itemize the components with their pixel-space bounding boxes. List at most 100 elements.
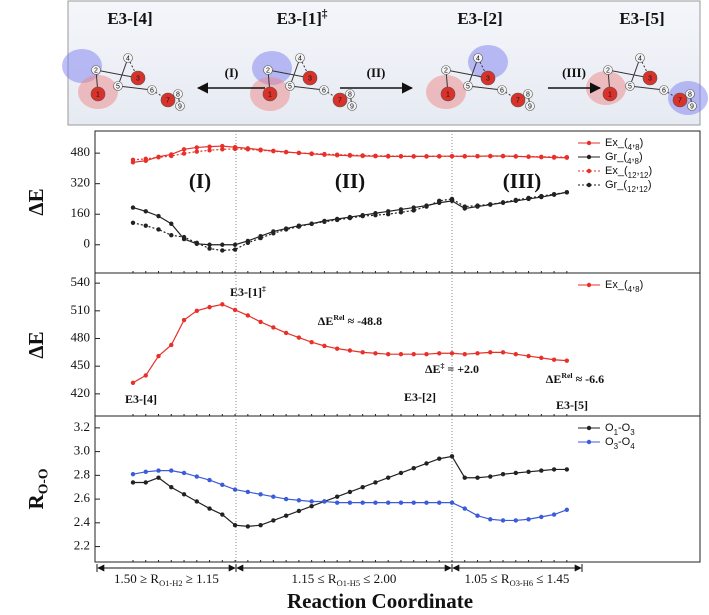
data-point (283, 513, 289, 518)
data-point (309, 499, 314, 504)
data-point (398, 210, 404, 215)
data-point (220, 512, 225, 517)
data-point (488, 517, 493, 522)
data-point (258, 523, 263, 528)
bond (629, 57, 641, 87)
data-point (220, 147, 225, 152)
region-label: (II) (335, 169, 365, 193)
data-point (360, 153, 365, 158)
atom (685, 89, 695, 99)
range-label-main: 1.50 ≥ R (114, 571, 159, 586)
atom (463, 81, 473, 91)
annotation: E3-[4] (125, 392, 157, 406)
data-point (462, 475, 467, 480)
data-point (169, 233, 174, 238)
data-point (551, 191, 557, 197)
bond (501, 89, 519, 101)
atom-label: 6 (322, 87, 326, 94)
legend-label: Ex_(4,8) (605, 137, 643, 152)
data-point (156, 475, 161, 480)
data-point (156, 468, 161, 473)
data-point (462, 204, 467, 209)
data-point (169, 468, 174, 473)
data-point (526, 154, 531, 159)
data-point (245, 313, 251, 318)
data-point (373, 500, 378, 505)
atom (113, 81, 123, 91)
y-axis-label: ΔE (24, 331, 48, 358)
structure-label: E3-[4] (107, 9, 152, 28)
data-point (334, 346, 340, 351)
data-point (462, 351, 467, 357)
atom-label: 9 (690, 103, 694, 110)
data-point (347, 500, 353, 505)
legend-label: O1-O3 (605, 422, 635, 437)
data-point (449, 500, 455, 505)
atom (285, 81, 295, 91)
legend-label: Gr_(12,12) (605, 179, 652, 194)
atom (440, 86, 456, 102)
data-point (539, 514, 544, 520)
data-point (232, 523, 238, 528)
data-point (437, 351, 442, 356)
data-point (322, 499, 327, 504)
bond (289, 57, 301, 87)
data-point (500, 518, 506, 523)
y-axis-label-main: ΔE (24, 331, 48, 358)
data-point (526, 517, 531, 522)
data-point (398, 470, 404, 476)
data-point (347, 152, 353, 158)
data-point (245, 524, 251, 529)
annotation: E3-[1]‡ (230, 284, 266, 299)
data-point (181, 147, 187, 152)
data-point (449, 351, 455, 356)
atom (263, 65, 273, 75)
atom-label: 3 (486, 75, 490, 82)
range-label-main: 1.15 ≤ R (292, 571, 337, 586)
data-point (513, 154, 518, 159)
structure-label-main: E3-[1] (277, 9, 322, 28)
atom (347, 101, 357, 111)
y-tick-label: 320 (71, 175, 91, 190)
data-point (539, 193, 544, 199)
data-point (488, 474, 493, 479)
structure-label-main: E3-[2] (457, 9, 502, 28)
data-point (207, 477, 212, 483)
y-axis-label: RO-O (24, 469, 51, 510)
data-point (475, 203, 480, 208)
data-point (296, 498, 302, 503)
data-point (373, 480, 378, 485)
orbital-lobe (62, 49, 102, 83)
data-point (475, 513, 480, 518)
legend-marker (586, 282, 592, 288)
y-tick-label: 3.0 (74, 443, 90, 458)
data-point (207, 246, 212, 251)
atom (635, 53, 645, 63)
atom (147, 85, 157, 95)
atom-label: 8 (176, 91, 180, 98)
structure-label: E3-[1]‡ (277, 8, 328, 28)
data-point (156, 353, 161, 359)
data-point (283, 149, 289, 155)
data-point (424, 154, 429, 159)
atom (345, 89, 355, 99)
atom (473, 53, 483, 63)
atom (602, 86, 618, 102)
structure-label-sup: ‡ (322, 8, 328, 20)
data-point (564, 507, 570, 512)
structure-label: E3-[5] (619, 9, 664, 28)
atom (659, 85, 669, 95)
atom (480, 70, 496, 86)
data-point (386, 351, 391, 357)
atom (625, 81, 635, 91)
data-point (424, 351, 429, 357)
data-point (551, 467, 557, 472)
data-point (564, 467, 570, 472)
data-point (437, 198, 442, 204)
atom-label: 8 (348, 91, 352, 98)
annotation-rest: ≈ -6.6 (573, 372, 605, 386)
atom-label: 2 (94, 67, 98, 74)
data-point (245, 240, 251, 246)
data-point (386, 500, 391, 505)
data-point (245, 147, 251, 152)
